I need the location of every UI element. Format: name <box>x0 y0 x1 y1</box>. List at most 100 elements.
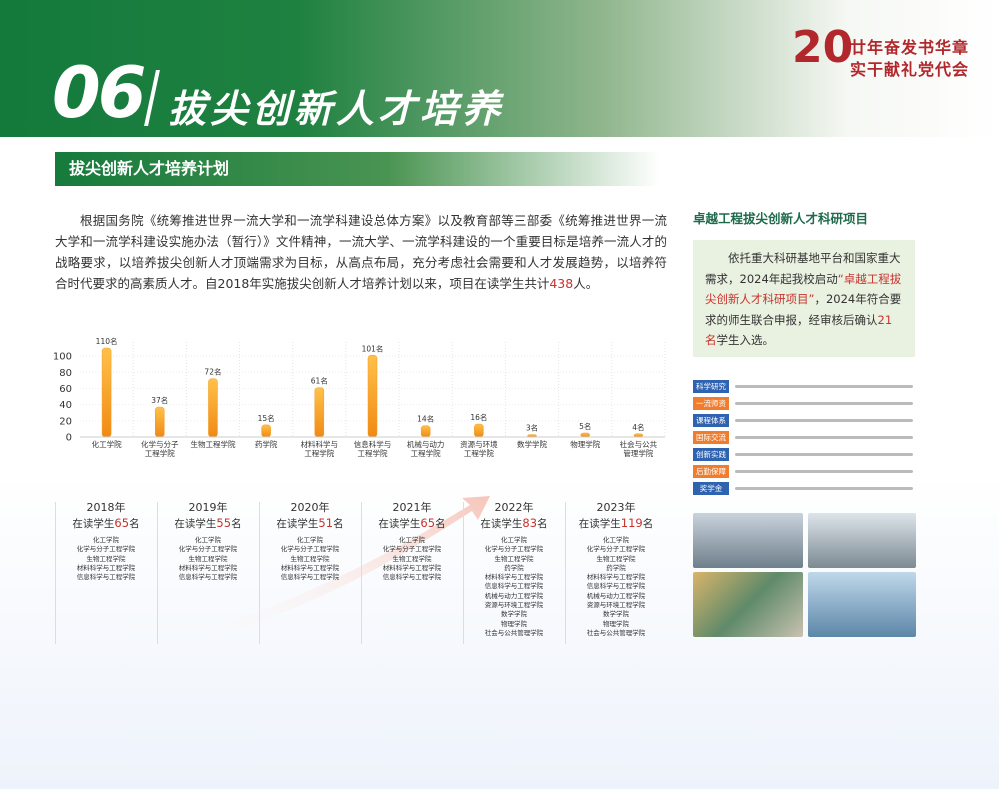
count-label: 在读学生 <box>174 518 217 530</box>
count-unit: 名 <box>129 518 140 530</box>
college: 数学学院 <box>603 610 629 619</box>
college: 生物工程学院 <box>290 554 330 563</box>
value-label: 61名 <box>311 376 328 386</box>
photo <box>693 572 803 637</box>
value-label: 37名 <box>151 395 168 405</box>
x-tick-label: 药学院 <box>254 440 278 449</box>
student-count: 在读学生65名 <box>55 515 157 532</box>
photo <box>693 513 803 568</box>
column-divider <box>463 502 464 644</box>
count: 55 <box>216 516 232 530</box>
count: 119 <box>620 516 643 530</box>
college: 资源与环境工程学院 <box>484 601 544 610</box>
x-tick-label: 生物工程学院 <box>190 440 236 449</box>
text: 根据国务院《统筹推进世界一流大学和一流学科建设总体方案》以及教育部等三部委《统筹… <box>55 213 667 291</box>
college: 材料科学与工程学院 <box>484 573 544 582</box>
college: 物理学院 <box>501 619 527 628</box>
bar <box>208 378 218 438</box>
college: 药学院 <box>504 563 524 572</box>
x-tick-label: 材料科学与 工程学院 <box>300 440 339 458</box>
tag: 科学研究 <box>693 380 729 393</box>
text: 依托重大科研基地平台和国家重大需求，2024年起我校启动 <box>705 251 901 286</box>
student-count: 在读学生119名 <box>565 515 667 532</box>
college: 化学与分子工程学院 <box>586 545 646 554</box>
header-band <box>0 0 999 137</box>
text: 人。 <box>573 276 599 291</box>
college: 资源与环境工程学院 <box>586 601 646 610</box>
count-label: 在读学生 <box>480 518 523 530</box>
column-divider <box>361 502 362 644</box>
tag-description <box>735 436 913 439</box>
logo-number: 20 <box>792 22 854 73</box>
section-title: 拔尖创新人才培养计划 <box>55 152 660 186</box>
text: ，2024年符合要求的师生联合申报，经审核后确认 <box>705 292 902 327</box>
count: 83 <box>522 516 538 530</box>
college: 化工学院 <box>195 536 221 544</box>
count-unit: 名 <box>435 518 446 530</box>
x-tick-label: 物理学院 <box>570 440 601 449</box>
college: 生物工程学院 <box>86 554 126 563</box>
y-tick-label: 40 <box>59 400 72 411</box>
year: 2023年 <box>596 501 636 514</box>
college-list: 化工学院 化学与分子工程学院 生物工程学院 材料科学与工程学院 信息科学与工程学院 <box>361 536 463 582</box>
count-label: 在读学生 <box>72 518 115 530</box>
value-label: 4名 <box>632 422 644 432</box>
college: 化工学院 <box>297 536 323 544</box>
year-column: 2018年 在读学生65名化工学院 化学与分子工程学院 生物工程学院 材料科学与工程学院… <box>55 500 157 582</box>
year: 2018年 <box>86 501 126 514</box>
college: 材料科学与工程学院 <box>280 563 340 572</box>
college: 生物工程学院 <box>188 554 228 563</box>
count-unit: 名 <box>333 518 344 530</box>
bar <box>101 347 112 438</box>
student-count: 在读学生51名 <box>259 515 361 532</box>
college: 药学院 <box>606 563 626 572</box>
tag: 课程体系 <box>693 414 729 427</box>
x-tick-label: 机械与动力 工程学院 <box>406 440 445 458</box>
bar <box>314 387 325 438</box>
bar <box>261 424 271 438</box>
college: 生物工程学院 <box>596 554 636 563</box>
college: 材料科学与工程学院 <box>178 563 238 572</box>
x-tick-label: 化学与分子 工程学院 <box>141 440 179 458</box>
value-label: 5名 <box>579 421 591 431</box>
college: 化学与分子工程学院 <box>76 545 136 554</box>
tag-description <box>735 385 913 388</box>
count-label: 在读学生 <box>276 518 319 530</box>
tag-description <box>735 453 913 456</box>
project-title: 卓越工程拔尖创新人才科研项目 <box>693 211 869 226</box>
year-column: 2020年 在读学生51名 化工学院 化学与分子工程学院 生物工程学院 材料科学与工程学院… <box>259 500 361 582</box>
college: 数学学院 <box>501 610 527 619</box>
bar <box>420 425 431 438</box>
value-label: 14名 <box>417 414 434 424</box>
college-list: 化工学院 化学与分子工程学院 生物工程学院 材料科学与工程学院 信息科学与工程学院 <box>259 536 361 582</box>
logo-text: 实干献礼党代会 <box>850 60 970 79</box>
highlight: 21名 <box>705 312 893 348</box>
college: 化工学院 <box>603 536 629 544</box>
value-label: 3名 <box>526 423 538 433</box>
value-label: 15名 <box>258 413 275 423</box>
year-column: 2021年 在读学生65名 化工学院 化学与分子工程学院 生物工程学院 材料科学与工程学院… <box>361 500 463 582</box>
text: 学生入选。 <box>716 333 775 347</box>
college: 物理学院 <box>603 619 629 628</box>
college: 社会与公共管理学院 <box>484 628 544 637</box>
x-tick-label: 化工学院 <box>91 440 122 449</box>
bar <box>580 432 590 438</box>
intro-paragraph: 根据国务院《统筹推进世界一流大学和一流学科建设总体方案》以及教育部等三部委《统筹… <box>55 210 667 294</box>
count-unit: 名 <box>642 518 654 530</box>
photo <box>808 513 916 568</box>
college: 信息科学与工程学院 <box>178 573 238 582</box>
y-tick-label: 0 <box>66 433 72 444</box>
column-divider <box>259 502 260 644</box>
college-list: 化工学院 化学与分子工程学院 生物工程学院 材料科学与工程学院 信息科学与工程学院 <box>157 536 259 582</box>
x-tick-label: 社会与公共 管理学院 <box>619 440 658 458</box>
college-list: 化工学院 化学与分子工程学院 生物工程学院 材料科学与工程学院 信息科学与工程学院 <box>55 536 157 582</box>
tag: 创新实践 <box>693 448 729 461</box>
section-number: 06 <box>52 52 146 134</box>
page-title: 拔尖创新人才培养 <box>168 87 505 131</box>
x-tick-label: 资源与环境 工程学院 <box>460 440 498 458</box>
y-tick-label: 100 <box>53 352 72 363</box>
college: 信息科学与工程学院 <box>280 573 340 582</box>
photo <box>808 572 916 637</box>
value-label: 72名 <box>204 367 221 377</box>
